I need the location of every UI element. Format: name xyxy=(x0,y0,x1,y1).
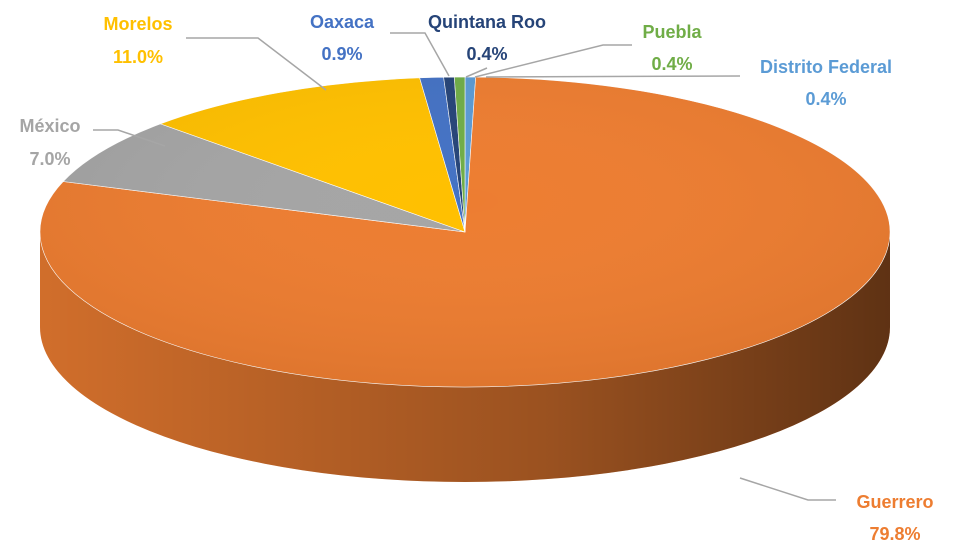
leader-line xyxy=(739,477,836,501)
leader-line xyxy=(390,32,450,77)
value-label: 0.9% xyxy=(321,44,362,64)
category-label: México xyxy=(19,116,80,136)
category-label: Oaxaca xyxy=(310,12,375,32)
category-label: Distrito Federal xyxy=(760,57,892,77)
category-label: Puebla xyxy=(642,22,702,42)
category-label: Guerrero xyxy=(856,492,933,512)
leader-line xyxy=(186,37,327,91)
pie-top xyxy=(39,76,891,388)
category-label: Morelos xyxy=(103,14,172,34)
side-shade xyxy=(40,232,890,482)
labels: Distrito Federal 0.4% Guerrero 79.8% México 7… xyxy=(19,12,933,544)
category-label: Quintana Roo xyxy=(428,12,546,32)
value-label: 7.0% xyxy=(29,149,70,169)
value-label: 11.0% xyxy=(113,47,163,67)
leader-line xyxy=(93,129,166,147)
value-label: 0.4% xyxy=(466,44,507,64)
leader-line xyxy=(485,75,741,78)
value-label: 0.4% xyxy=(651,54,692,74)
leader-line xyxy=(474,44,632,78)
top-shade xyxy=(40,77,890,387)
pie-sides xyxy=(40,232,890,482)
value-label: 0.4% xyxy=(805,89,846,109)
leader-line xyxy=(465,67,488,78)
value-label: 79.8% xyxy=(869,524,920,544)
